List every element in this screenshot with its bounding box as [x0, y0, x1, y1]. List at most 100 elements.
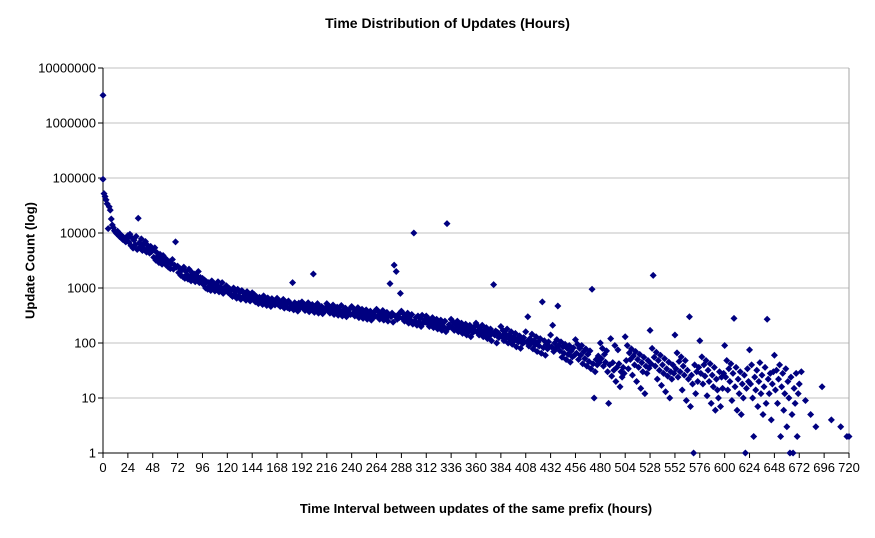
data-point [586, 347, 594, 355]
x-tick-label: 648 [764, 460, 786, 475]
data-point [587, 365, 595, 373]
x-tick-label: 96 [195, 460, 209, 475]
data-point [706, 360, 714, 368]
data-point [654, 357, 662, 365]
data-point [643, 369, 651, 377]
data-point [777, 432, 785, 440]
data-point [653, 375, 661, 383]
data-point [672, 365, 680, 373]
data-point [668, 375, 676, 383]
x-tick-label: 0 [99, 460, 106, 475]
data-point [698, 353, 706, 361]
data-point [778, 383, 786, 391]
data-point [608, 372, 616, 380]
data-point [732, 363, 740, 371]
data-point [694, 377, 702, 385]
data-point [624, 365, 632, 373]
x-tick-label: 144 [241, 460, 263, 475]
data-point [764, 375, 772, 383]
data-point [686, 403, 694, 411]
data-point [679, 362, 687, 370]
data-point [538, 298, 546, 306]
x-tick-label: 696 [813, 460, 835, 475]
data-point [621, 333, 629, 341]
y-tick-label: 1000 [67, 281, 96, 296]
data-point [770, 351, 778, 359]
data-point [739, 394, 747, 402]
data-point [99, 175, 107, 183]
y-tick-label: 10000000 [38, 61, 96, 76]
data-point [603, 347, 611, 355]
data-point [721, 342, 729, 350]
data-point [159, 251, 167, 259]
data-point [524, 313, 532, 321]
x-tick-label: 480 [589, 460, 611, 475]
data-point [605, 399, 613, 407]
data-point [704, 366, 712, 374]
data-point [759, 411, 767, 419]
data-point [410, 229, 418, 237]
data-point [590, 394, 598, 402]
data-point [708, 371, 716, 379]
x-tick-label: 624 [739, 460, 761, 475]
data-point [753, 366, 761, 374]
data-point [522, 328, 530, 336]
data-point [749, 394, 757, 402]
data-point [636, 350, 644, 358]
y-tick-label: 1 [89, 446, 96, 461]
data-point [678, 386, 686, 394]
data-point [795, 380, 803, 388]
data-point [791, 399, 799, 407]
x-tick-label: 48 [145, 460, 159, 475]
data-point [681, 357, 689, 365]
data-point [774, 399, 782, 407]
data-point [787, 373, 795, 381]
data-point [752, 386, 760, 394]
data-point [780, 406, 788, 414]
data-point [659, 361, 666, 369]
data-point [733, 406, 741, 414]
x-tick-label: 240 [341, 460, 363, 475]
data-point [734, 375, 742, 383]
data-point [581, 355, 589, 363]
data-point [107, 215, 115, 223]
x-tick-label: 552 [664, 460, 686, 475]
data-point [396, 289, 404, 297]
data-point [106, 206, 114, 214]
data-point [547, 331, 555, 339]
data-point [782, 365, 790, 373]
data-point [779, 369, 787, 377]
data-point [648, 344, 656, 352]
chart-title: Time Distribution of Updates (Hours) [325, 15, 570, 31]
y-tick-label: 100000 [53, 171, 96, 186]
x-tick-label: 600 [714, 460, 736, 475]
data-point [742, 384, 750, 392]
data-point [735, 390, 743, 398]
data-point [652, 348, 660, 356]
data-point [443, 220, 451, 228]
data-point [738, 380, 746, 388]
data-point [664, 372, 672, 380]
data-point [746, 346, 754, 354]
data-point [771, 386, 779, 394]
data-point [713, 386, 721, 394]
data-point [797, 368, 805, 376]
data-point [194, 267, 202, 275]
y-tick-label: 100 [74, 336, 96, 351]
x-axis-title: Time Interval between updates of the sam… [299, 501, 653, 516]
data-point [731, 383, 739, 391]
x-tick-label: 312 [415, 460, 437, 475]
data-point [588, 285, 596, 293]
data-point [736, 368, 744, 376]
data-point [794, 390, 802, 398]
data-point [727, 360, 735, 368]
data-point [615, 360, 623, 368]
data-point [640, 353, 648, 361]
data-point [688, 371, 696, 379]
data-point [740, 371, 748, 379]
data-point [758, 371, 766, 379]
data-point [789, 449, 797, 457]
data-point [682, 397, 690, 405]
data-point [807, 411, 815, 419]
data-point [837, 423, 845, 431]
